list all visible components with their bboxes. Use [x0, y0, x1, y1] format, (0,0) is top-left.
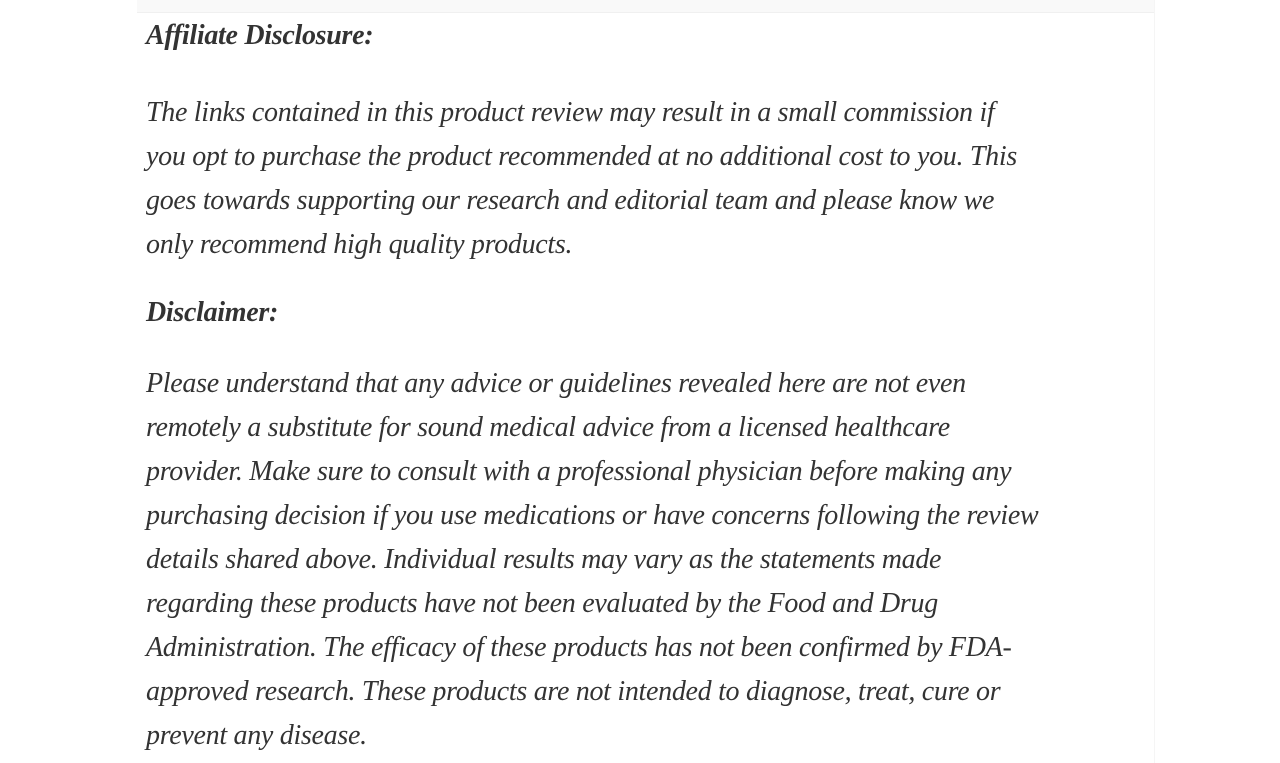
- content-column: Affiliate Disclosure: The links containe…: [137, 0, 1155, 763]
- disclaimer-section: Disclaimer: Please understand that any a…: [146, 291, 1154, 758]
- previous-section-bottom-edge: [137, 0, 1154, 13]
- affiliate-disclosure-text: The links contained in this product revi…: [146, 97, 1017, 260]
- affiliate-disclosure-section: Affiliate Disclosure: The links containe…: [146, 14, 1154, 267]
- affiliate-disclosure-heading: Affiliate Disclosure:: [146, 20, 374, 51]
- disclaimer-heading: Disclaimer:: [146, 297, 279, 328]
- disclaimer-text: Please understand that any advice or gui…: [146, 368, 1039, 751]
